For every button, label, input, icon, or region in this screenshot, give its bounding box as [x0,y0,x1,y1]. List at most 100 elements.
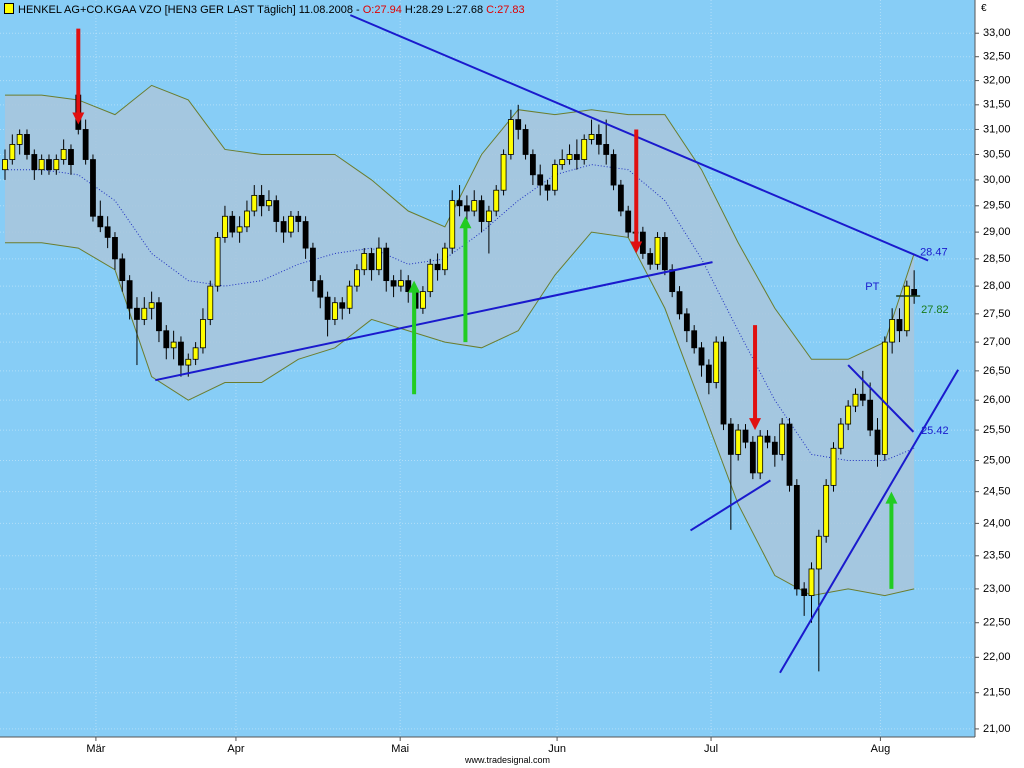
candle-body [104,226,111,238]
candle-body [830,447,837,486]
signal-arrow-head [630,241,643,254]
candle-body [617,184,624,212]
candle-body [859,393,866,401]
x-tick-label: Mai [391,743,409,755]
candle-body [742,429,749,443]
candle-body [339,302,346,309]
candle-body [178,341,184,366]
ohlc-value: L:27.68 [446,4,484,16]
candle-body [24,134,30,155]
y-tick-label: 32,00 [983,74,1011,86]
y-tick-label: 33,00 [983,27,1011,39]
candle-body [837,423,844,449]
candle-body [60,149,67,160]
candle-body [434,263,441,271]
candle-body [200,319,206,349]
candle-body [68,149,74,166]
candle-body [266,200,272,207]
y-tick-label: 32,50 [983,51,1011,63]
signal-arrow-head [749,418,762,431]
y-tick-label: 22,00 [983,651,1011,663]
candle-body [852,393,859,407]
ohlc-labels: O:27.94 H:28.29 L:27.68 C:27.83 [363,4,528,16]
candle-body [442,247,448,271]
candle-body [280,221,287,233]
candle-body [471,200,478,212]
candle-body [2,159,8,171]
candle-body [757,435,764,474]
candle-body [170,341,177,349]
ohlc-value: C:27.83 [486,4,525,16]
candle-body [786,423,793,486]
candle-body [683,313,690,332]
y-tick-label: 25,50 [983,424,1011,436]
x-tick-label: Mär [86,743,105,755]
candle-body [749,441,756,474]
candle-body [691,330,698,349]
y-tick-label: 27,00 [983,336,1011,348]
candle-body [405,280,412,293]
ohlc-value: O:27.94 [362,4,402,16]
candle-body [368,253,375,271]
y-tick-label: 21,50 [983,687,1011,699]
y-tick-label: 27,50 [983,308,1011,320]
candle-body [705,364,712,383]
candle-body [97,215,104,228]
candle-body [141,307,148,320]
x-tick-label: Jul [704,743,718,755]
candle-body [192,347,199,360]
candle-body [669,269,676,293]
trendline [779,369,959,674]
candle-body [420,291,426,309]
y-tick-label: 30,00 [983,174,1011,186]
candle-body [867,399,874,431]
candle-body [713,341,720,383]
candle-body [463,205,470,212]
chart-title: HENKEL AG+CO.KGAA VZO [HEN3 GER LAST Täg… [18,4,360,16]
candle-body [625,210,632,233]
candle-body [456,200,463,207]
ohlc-value: H:28.29 [404,4,444,16]
candle-body [376,247,382,271]
band-upper [4,84,915,360]
candle-body [845,405,852,425]
candle-body [207,285,214,320]
candle-body [258,194,265,207]
candle-body [295,215,302,222]
candle-body [676,291,683,315]
candle-body [214,237,221,287]
candle-body [185,358,192,366]
candle-body [779,423,786,455]
candle-body [112,237,118,260]
pt-label: PT [865,281,879,293]
candle-body [771,441,778,455]
candle-body [559,159,566,166]
trendline-label: 28.47 [920,246,948,258]
candle-body [324,296,331,320]
y-tick-label: 22,50 [983,617,1011,629]
candle-body [500,154,507,191]
candle-body [661,237,668,271]
candle-body [354,269,360,287]
y-tick-label: 31,00 [983,123,1011,135]
candle-body [507,119,514,155]
candle-body [647,253,654,265]
candle-body [222,215,228,238]
candle-body [874,429,881,455]
candle-body [566,154,573,160]
candle-body [581,139,588,160]
candle-body [889,319,896,343]
candle-body [896,319,903,332]
candle-body [82,129,89,160]
y-tick-label: 29,50 [983,200,1011,212]
candle-body [764,435,771,443]
candle-body [603,144,610,155]
candle-body [735,429,742,455]
y-tick-label: 31,50 [983,99,1011,111]
candle-body [595,134,602,145]
signal-arrow-head [72,112,85,125]
candle-body [654,237,661,265]
candle-body [478,200,485,222]
signal-arrow-head [459,216,472,229]
